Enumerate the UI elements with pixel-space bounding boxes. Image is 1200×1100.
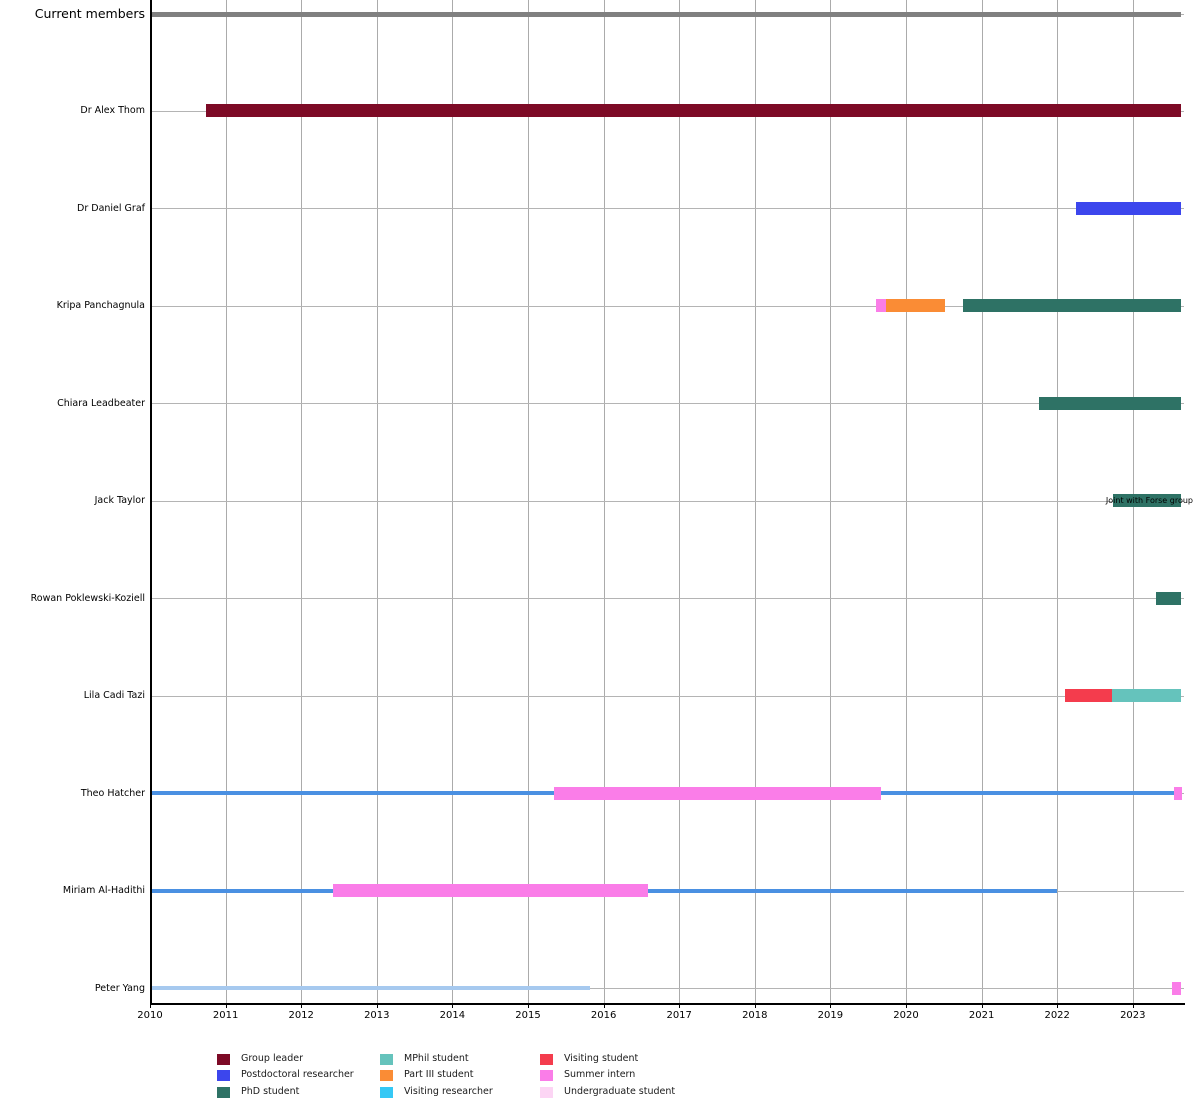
row-gridline: [150, 403, 1185, 404]
role-bar-phd-student: [962, 299, 1182, 312]
member-label-dr-alex-thom: Dr Alex Thom: [80, 105, 145, 116]
axis-tick-label: 2015: [515, 1010, 541, 1021]
axis-tick-label: 2014: [439, 1010, 466, 1021]
vertical-gridline: [225, 0, 227, 1003]
vertical-gridline: [528, 0, 529, 1003]
row-gridline: [150, 695, 1185, 697]
vertical-gridline: [603, 0, 605, 1003]
y-axis: [150, 0, 152, 1003]
member-label-miriam-al-hadithi: Miriam Al-Hadithi: [62, 885, 145, 896]
axis-tick-label: 2010: [137, 1010, 163, 1021]
header-bar: [150, 11, 1182, 17]
member-label-kripa-panchagnula: Kripa Panchagnula: [56, 300, 145, 311]
row-gridline: [150, 305, 1185, 307]
axis-tick: [150, 1003, 151, 1008]
role-bar-summer-intern: [1172, 981, 1182, 995]
axis-tick-label: 2011: [212, 1010, 239, 1021]
vertical-gridline: [1057, 0, 1059, 1003]
axis-tick-label: 2019: [817, 1010, 844, 1021]
axis-tick-label: 2020: [893, 1010, 919, 1021]
vertical-gridline: [830, 0, 832, 1003]
chart-title: Current members: [34, 6, 145, 21]
vertical-gridline: [754, 0, 756, 1003]
axis-tick-label: 2021: [968, 1010, 995, 1021]
axis-tick: [906, 1003, 907, 1008]
axis-tick: [528, 1003, 529, 1008]
axis-tick-label: 2017: [666, 1010, 692, 1021]
legend-swatch-group-leader: [217, 1053, 230, 1065]
vertical-gridline: [452, 0, 454, 1003]
membership-line: [150, 986, 590, 990]
row-gridline: [150, 598, 1185, 599]
role-bar-group-leader: [205, 104, 1182, 117]
legend-swatch-postdoctoral-researcher: [217, 1070, 230, 1081]
x-axis: [150, 1003, 1186, 1005]
role-bar-postdoctoral-researcher: [1076, 201, 1182, 215]
role-bar-visiting-student: [1064, 689, 1112, 702]
legend-label-summer-intern: Summer intern: [564, 1069, 636, 1080]
vertical-gridline: [376, 0, 378, 1003]
role-bar-summer-intern: [1173, 786, 1182, 800]
role-bar-mphil-student: [1111, 689, 1182, 702]
legend-swatch-visiting-student: [540, 1053, 553, 1065]
member-label-rowan-poklewski-koziell: Rowan Poklewski-Koziell: [30, 592, 145, 604]
legend-swatch-phd-student: [217, 1086, 230, 1098]
axis-tick: [301, 1003, 303, 1008]
member-label-theo-hatcher: Theo Hatcher: [80, 787, 145, 799]
axis-tick-label: 2013: [364, 1010, 390, 1021]
axis-tick: [1057, 1003, 1059, 1008]
member-label-jack-taylor: Jack Taylor: [94, 495, 145, 506]
axis-tick-label: 2022: [1044, 1010, 1070, 1021]
vertical-gridline: [679, 0, 681, 1003]
axis-tick: [376, 1003, 378, 1008]
axis-tick: [754, 1003, 756, 1008]
axis-tick: [1132, 1003, 1134, 1008]
legend-swatch-summer-intern: [540, 1070, 553, 1081]
axis-tick: [452, 1003, 454, 1008]
role-bar-phd-student: [1113, 494, 1182, 507]
axis-tick: [679, 1003, 681, 1008]
axis-tick-label: 2016: [590, 1010, 617, 1021]
legend-swatch-mphil-student: [380, 1053, 393, 1065]
vertical-gridline: [906, 0, 907, 1003]
legend-label-part-iii-student: Part III student: [404, 1069, 474, 1080]
legend-label-visiting-researcher: Visiting researcher: [404, 1085, 493, 1097]
role-bar-phd-student: [1039, 396, 1182, 410]
bar-annotation: Joint with Forse group: [1105, 496, 1193, 505]
axis-tick-label: 2018: [742, 1010, 768, 1021]
legend-swatch-part-iii-student: [380, 1070, 393, 1081]
row-gridline: [150, 500, 1185, 502]
vertical-gridline: [301, 0, 303, 1003]
legend-swatch-visiting-researcher: [380, 1086, 393, 1098]
axis-tick-label: 2023: [1120, 1010, 1146, 1021]
axis-tick: [603, 1003, 605, 1008]
member-label-lila-cadi-tazi: Lila Cadi Tazi: [83, 690, 145, 701]
role-bar-summer-intern: [554, 786, 882, 800]
legend-label-postdoctoral-researcher: Postdoctoral researcher: [241, 1069, 354, 1080]
legend-label-phd-student: PhD student: [241, 1085, 300, 1097]
legend-label-group-leader: Group leader: [241, 1052, 304, 1064]
axis-tick-label: 2012: [288, 1010, 314, 1021]
member-label-peter-yang: Peter Yang: [94, 982, 145, 994]
axis-tick: [830, 1003, 832, 1008]
legend-label-undergraduate-student: Undergraduate student: [564, 1085, 676, 1097]
legend-label-visiting-student: Visiting student: [564, 1052, 639, 1064]
axis-tick: [225, 1003, 227, 1008]
vertical-gridline: [981, 0, 983, 1003]
role-bar-summer-intern: [875, 299, 887, 312]
row-gridline: [150, 988, 1185, 989]
member-label-chiara-leadbeater: Chiara Leadbeater: [57, 397, 145, 409]
legend-label-mphil-student: MPhil student: [404, 1052, 469, 1064]
row-gridline: [150, 208, 1185, 209]
axis-tick: [981, 1003, 983, 1008]
legend-swatch-undergraduate-student: [540, 1086, 553, 1098]
role-bar-phd-student: [1156, 591, 1182, 605]
role-bar-summer-intern: [332, 884, 649, 897]
member-label-dr-daniel-graf: Dr Daniel Graf: [77, 202, 145, 214]
role-bar-part-iii-student: [886, 299, 945, 312]
